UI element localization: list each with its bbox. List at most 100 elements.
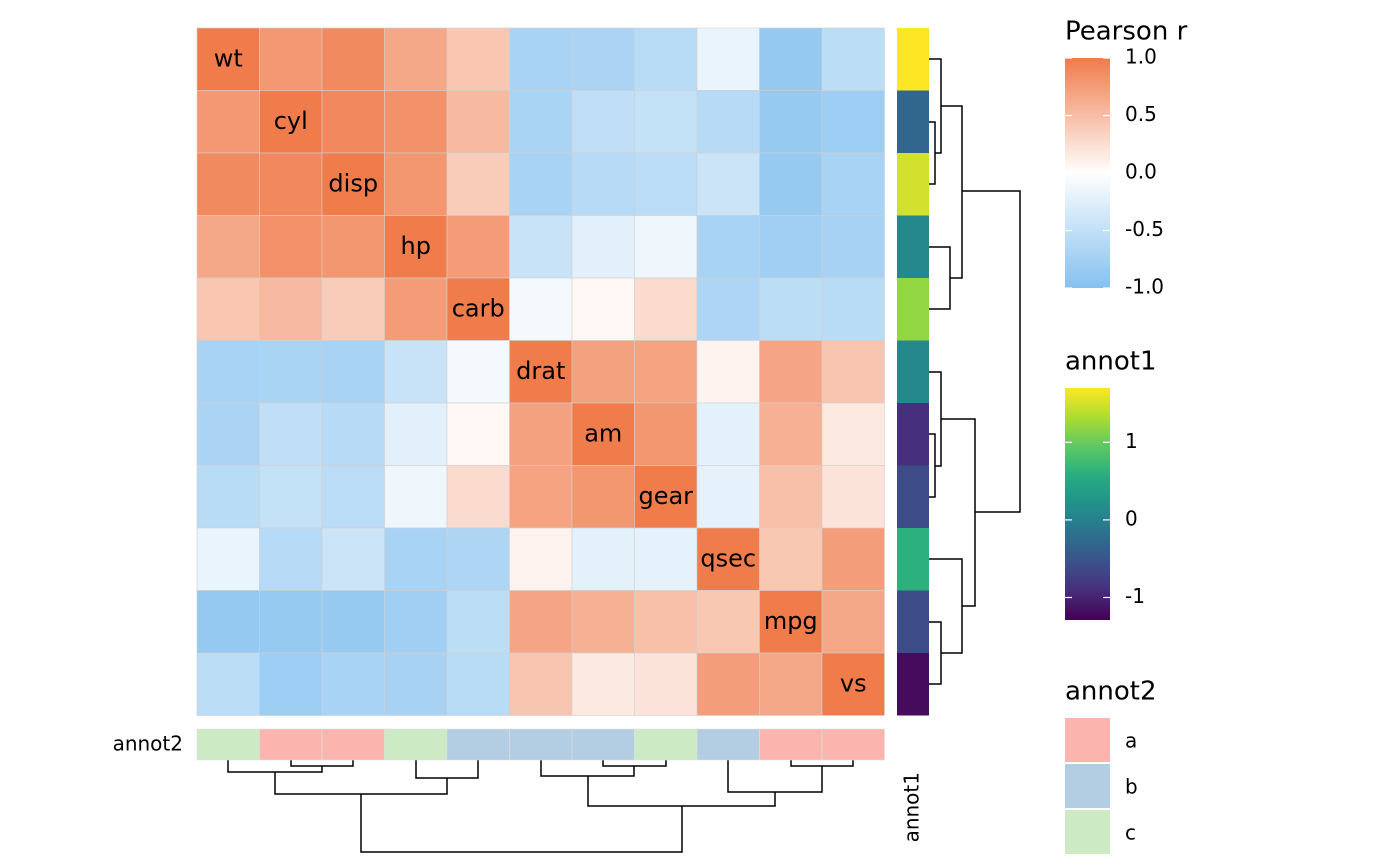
heatmap-cell	[509, 652, 573, 716]
heatmap-cell	[196, 340, 260, 404]
heatmap-cell	[571, 27, 635, 91]
heatmap-cell	[634, 590, 698, 654]
heatmap-cell	[509, 152, 573, 216]
annot1-legend-title: annot1	[1065, 347, 1157, 377]
heatmap-cell	[696, 590, 760, 654]
heatmap-cell	[196, 652, 260, 716]
heatmap-cell	[321, 527, 385, 591]
heatmap-cell	[759, 340, 823, 404]
annot1-column-label: annot1	[900, 772, 924, 842]
heatmap-cell	[384, 527, 448, 591]
heatmap-cell	[696, 277, 760, 341]
colorbar-title: Pearson r	[1065, 17, 1188, 47]
heatmap-cell	[509, 277, 573, 341]
heatmap-cell	[446, 590, 510, 654]
heatmap-cell	[384, 27, 448, 91]
annot2-cell	[759, 728, 823, 761]
annot2-cell	[446, 728, 510, 761]
heatmap-cell	[321, 402, 385, 466]
heatmap-cell	[196, 590, 260, 654]
heatmap-cell	[509, 527, 573, 591]
heatmap-cell	[321, 215, 385, 279]
heatmap-cell	[196, 90, 260, 154]
heatmap-cell	[446, 27, 510, 91]
annot2-legend-key	[1065, 718, 1110, 762]
heatmap-cell	[446, 652, 510, 716]
annot1-cell	[897, 90, 929, 153]
annot2-legend-key	[1065, 764, 1110, 808]
heatmap-cell	[384, 215, 448, 279]
heatmap-cell	[571, 465, 635, 529]
annot2-cell	[634, 728, 698, 761]
heatmap-cell	[196, 402, 260, 466]
heatmap-cell	[321, 340, 385, 404]
heatmap-cell	[571, 590, 635, 654]
heatmap-cell	[384, 152, 448, 216]
annot1-tick-label: 1	[1125, 429, 1138, 453]
heatmap-cell	[384, 90, 448, 154]
heatmap-cell	[821, 527, 885, 591]
heatmap-cell	[759, 527, 823, 591]
heatmap-cell	[321, 90, 385, 154]
heatmap-cell	[634, 277, 698, 341]
heatmap-cell	[446, 152, 510, 216]
annot2-cell	[509, 728, 573, 761]
heatmap-cell	[571, 215, 635, 279]
annot1-cell	[897, 278, 929, 341]
heatmap-cell	[259, 340, 323, 404]
heatmap-cell	[321, 590, 385, 654]
annot1-cell	[897, 465, 929, 528]
heatmap-cell	[821, 340, 885, 404]
heatmap-cell	[759, 652, 823, 716]
heatmap-cell	[446, 402, 510, 466]
heatmap-cell	[759, 152, 823, 216]
diagonal-label: wt	[214, 44, 243, 72]
annot1-cell	[897, 215, 929, 278]
colorbar	[1065, 58, 1110, 288]
annot1-colorbar	[1065, 388, 1110, 620]
heatmap-cell	[634, 402, 698, 466]
heatmap-cell	[571, 527, 635, 591]
heatmap-cell	[634, 652, 698, 716]
heatmap-cell	[384, 340, 448, 404]
heatmap-cell	[384, 277, 448, 341]
heatmap-cell	[821, 215, 885, 279]
heatmap-cell	[696, 402, 760, 466]
annot1-cell	[897, 403, 929, 466]
heatmap-cell	[821, 465, 885, 529]
heatmap-cell	[259, 402, 323, 466]
heatmap-cell	[196, 527, 260, 591]
annot2-cell	[571, 728, 635, 761]
heatmap-cell	[446, 277, 510, 341]
colorbar-tick-label: 1.0	[1125, 45, 1157, 69]
diagonal-label: disp	[328, 169, 378, 197]
heatmap-cell	[259, 152, 323, 216]
heatmap-cell	[259, 90, 323, 154]
heatmap-cell	[509, 90, 573, 154]
heatmap-cell	[634, 27, 698, 91]
heatmap-cell	[696, 27, 760, 91]
heatmap-cell	[634, 527, 698, 591]
colorbar-tick-label: -1.0	[1125, 275, 1164, 299]
heatmap-cell	[321, 277, 385, 341]
diagonal-label: drat	[516, 357, 565, 385]
heatmap-cell	[446, 215, 510, 279]
annot1-tick-label: 0	[1125, 506, 1138, 530]
heatmap-cell	[759, 590, 823, 654]
annot2-cell	[196, 728, 260, 761]
heatmap-cell	[321, 465, 385, 529]
diagonal-label: gear	[638, 482, 693, 510]
annot1-cell	[897, 528, 929, 591]
heatmap-cell	[571, 277, 635, 341]
heatmap-cell	[571, 90, 635, 154]
annot1-cell	[897, 653, 929, 716]
heatmap-cell	[509, 340, 573, 404]
column-dendrogram	[227, 760, 854, 853]
heatmap-cell	[196, 27, 260, 91]
heatmap-cell	[759, 90, 823, 154]
heatmap-cell	[821, 27, 885, 91]
heatmap-cell	[446, 340, 510, 404]
annot2-cell	[321, 728, 385, 761]
heatmap-cell	[759, 215, 823, 279]
heatmap-cell	[259, 590, 323, 654]
